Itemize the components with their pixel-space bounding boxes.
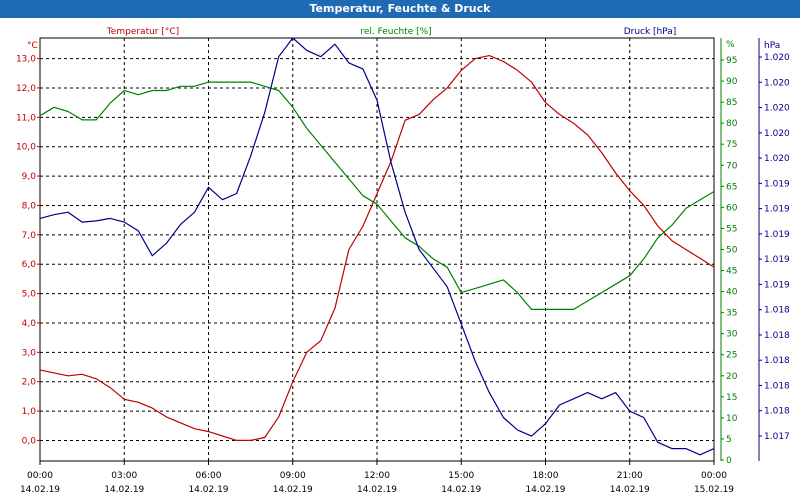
series-temperature-line (39, 54, 715, 441)
y-right2-tick-label: 1.019 (764, 205, 790, 215)
y-left-tick-label: 13,0 (16, 55, 36, 65)
x-tick-label-time: 15:00 (448, 471, 474, 481)
y-right-tick-label: 40 (726, 288, 738, 298)
y-left-tick-label: 0,0 (22, 436, 37, 446)
y-left-tick-label: 4,0 (22, 319, 37, 329)
x-tick-label-time: 09:00 (280, 471, 306, 481)
x-tick-label-time: 21:00 (617, 471, 643, 481)
y-left-tick-label: 8,0 (22, 201, 37, 211)
legend-temperature: Temperatur [°C] (106, 27, 179, 37)
y-right2-tick-label: 1.019 (764, 280, 790, 290)
y-right-tick-label: 85 (726, 98, 737, 108)
series-pressure-line (39, 37, 715, 456)
y-left-tick-label: 5,0 (22, 290, 37, 300)
x-tick-label-time: 00:00 (27, 471, 53, 481)
y-left-tick-label: 10,0 (16, 143, 36, 153)
y-right-tick-label: 90 (726, 77, 738, 87)
y-left-tick-label: 2,0 (22, 378, 37, 388)
y-right2-tick-label: 1.020 (764, 129, 790, 139)
y-right2-tick-label: 1.019 (764, 179, 790, 189)
y-right-tick-label: 95 (726, 56, 737, 66)
y-right2-tick-label: 1.020 (764, 53, 790, 63)
y-right-tick-label: 35 (726, 309, 737, 319)
y-right2-tick-label: 1.017 (764, 432, 790, 442)
x-tick-label-date: 14.02.19 (20, 485, 60, 495)
x-tick-label-time: 12:00 (364, 471, 390, 481)
series-humidity-line (39, 81, 715, 310)
y-right2-tick-label: 1.020 (764, 154, 790, 164)
legend-humidity: rel. Feuchte [%] (360, 27, 431, 37)
x-tick-label-time: 00:00 (701, 471, 727, 481)
y-right-tick-label: 75 (726, 140, 737, 150)
y-right2-tick-label: 1.018 (764, 407, 790, 417)
y-right-tick-label: 70 (726, 161, 738, 171)
y-left-tick-label: 12,0 (16, 84, 36, 94)
y-right-tick-label: 25 (726, 351, 737, 361)
y-left-tick-label: 6,0 (22, 260, 37, 270)
x-tick-label-date: 14.02.19 (441, 485, 481, 495)
x-tick-label-date: 14.02.19 (273, 485, 313, 495)
y-right-tick-label: 45 (726, 267, 737, 277)
x-tick-label-date: 15.02.19 (694, 485, 734, 495)
y-left-tick-label: 11,0 (16, 113, 36, 123)
y-right-tick-label: 10 (726, 414, 738, 424)
y-left-unit: °C (27, 41, 38, 51)
x-tick-label-time: 03:00 (111, 471, 137, 481)
x-tick-label-time: 06:00 (196, 471, 222, 481)
y-right-tick-label: 15 (726, 393, 737, 403)
y-left-tick-label: 9,0 (22, 172, 37, 182)
y-right2-tick-label: 1.020 (764, 104, 790, 114)
legend-pressure: Druck [hPa] (624, 27, 677, 37)
x-tick-label-time: 18:00 (533, 471, 559, 481)
x-tick-label-date: 14.02.19 (357, 485, 397, 495)
y-right2-tick-label: 1.018 (764, 356, 790, 366)
y-right-tick-label: % (726, 40, 735, 50)
x-tick-label-date: 14.02.19 (188, 485, 228, 495)
x-tick-label-date: 14.02.19 (104, 485, 144, 495)
y-right-tick-label: 65 (726, 182, 737, 192)
y-right2-tick-label: 1.019 (764, 255, 790, 265)
y-right2-tick-label: 1.020 (764, 78, 790, 88)
y-right2-tick-label: 1.018 (764, 306, 790, 316)
y-right-tick-label: 20 (726, 372, 738, 382)
y-right-tick-label: 30 (726, 330, 738, 340)
y-right-tick-label: 80 (726, 119, 738, 129)
y-left-tick-label: 3,0 (22, 348, 37, 358)
y-right-tick-label: 55 (726, 224, 737, 234)
y-right2-tick-label: 1.018 (764, 381, 790, 391)
y-right-tick-label: 0 (726, 456, 732, 466)
y-right2-unit: hPa (764, 41, 780, 51)
y-right-tick-label: 60 (726, 203, 738, 213)
y-left-tick-label: 7,0 (22, 231, 37, 241)
y-right2-tick-label: 1.018 (764, 331, 790, 341)
x-tick-label-date: 14.02.19 (525, 485, 565, 495)
y-right-tick-label: 5 (726, 435, 732, 445)
y-right-tick-label: 50 (726, 245, 738, 255)
chart-title: Temperatur, Feuchte & Druck (0, 0, 800, 18)
x-tick-label-date: 14.02.19 (610, 485, 650, 495)
y-left-tick-label: 1,0 (22, 407, 37, 417)
y-right2-tick-label: 1.019 (764, 230, 790, 240)
